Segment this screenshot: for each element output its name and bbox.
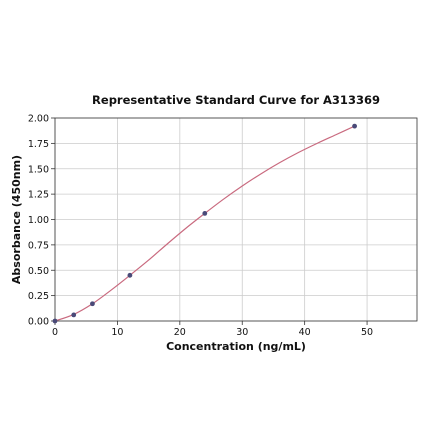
data-point (71, 312, 77, 318)
y-tick-label: 0.50 (28, 266, 49, 277)
x-axis-ticks: 0 10 20 30 40 50 (52, 321, 373, 338)
chart-title: Representative Standard Curve for A31336… (92, 93, 380, 107)
y-tick-label: 0.00 (28, 317, 49, 328)
x-axis-label: Concentration (ng/mL) (166, 340, 306, 353)
x-tick-label: 40 (299, 327, 311, 338)
y-axis-label: Absorbance (450nm) (10, 155, 23, 284)
x-tick-label: 0 (52, 327, 58, 338)
y-axis-ticks: 0.00 0.25 0.50 0.75 1.00 1.25 1.50 1.75 2.00 (28, 114, 55, 328)
fit-curve (54, 125, 355, 322)
y-tick-label: 1.25 (28, 190, 49, 201)
data-point (202, 211, 208, 216)
data-point (127, 272, 133, 278)
y-tick-label: 1.75 (28, 139, 49, 150)
y-tick-label: 0.75 (28, 240, 49, 251)
y-tick-label: 1.50 (28, 164, 49, 175)
data-points (52, 123, 357, 324)
data-point (90, 301, 95, 307)
x-tick-label: 50 (361, 327, 373, 338)
x-tick-label: 20 (174, 327, 186, 338)
data-point (52, 318, 58, 324)
x-tick-label: 30 (236, 327, 248, 338)
y-tick-label: 1.00 (28, 215, 49, 226)
y-tick-label: 0.25 (28, 291, 49, 302)
data-point (352, 123, 357, 129)
grid-lines (54, 117, 417, 322)
x-tick-label: 10 (111, 327, 123, 338)
y-tick-label: 2.00 (28, 114, 49, 125)
